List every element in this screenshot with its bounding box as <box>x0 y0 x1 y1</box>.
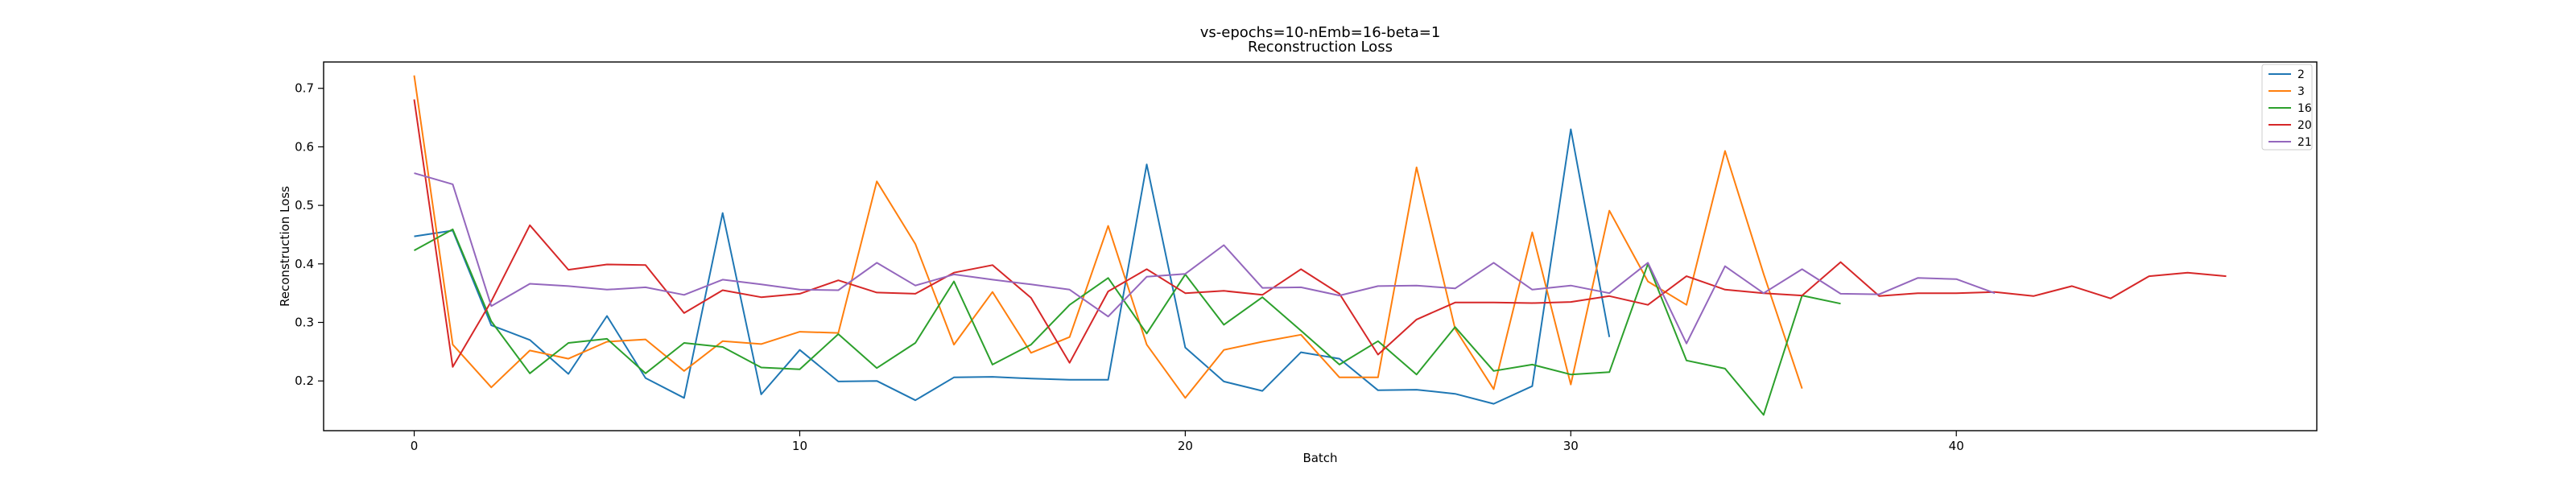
legend: 2 3 16 20 21 <box>2261 64 2313 151</box>
series-line-20 <box>413 99 2227 368</box>
series-2-group <box>414 128 1611 405</box>
y-tick-label: 0.7 <box>295 81 314 96</box>
plot-area-frame <box>323 61 2318 431</box>
series-20-group <box>413 99 2227 368</box>
x-tick-label: 40 <box>1949 439 1964 453</box>
y-axis-label: Reconstruction Loss <box>278 186 292 307</box>
chart-title: vs-epochs=10-nEmb=16-beta=1 <box>1200 24 1441 41</box>
series-21-group <box>414 172 1996 345</box>
series-3-group <box>413 75 1803 399</box>
x-tick-label: 30 <box>1563 439 1579 453</box>
x-tick-label: 20 <box>1178 439 1193 453</box>
plot-lines <box>413 75 2227 416</box>
series-line-21 <box>414 172 1996 345</box>
y-axis-ticks: 0.2 0.3 0.4 0.5 0.6 0.7 <box>295 81 324 388</box>
x-tick-label: 0 <box>411 439 419 453</box>
legend-label-3: 3 <box>2297 85 2305 98</box>
x-tick-label: 10 <box>792 439 807 453</box>
x-axis-label: Batch <box>1302 451 1337 465</box>
y-tick-label: 0.4 <box>295 257 314 271</box>
legend-label-20: 20 <box>2297 119 2312 132</box>
legend-label-21: 21 <box>2297 136 2312 149</box>
y-tick-label: 0.3 <box>295 316 314 330</box>
x-axis-ticks: 0 10 20 30 40 <box>411 431 1964 453</box>
chart-subtitle: Reconstruction Loss <box>1248 39 1393 56</box>
series-line-16 <box>414 228 1841 416</box>
series-line-3 <box>413 75 1803 399</box>
y-tick-label: 0.5 <box>295 198 314 213</box>
legend-label-2: 2 <box>2297 68 2305 81</box>
y-tick-label: 0.2 <box>295 374 314 388</box>
series-line-2 <box>414 128 1611 405</box>
legend-label-16: 16 <box>2297 102 2312 115</box>
y-tick-label: 0.6 <box>295 139 314 154</box>
series-16-group <box>414 228 1841 416</box>
